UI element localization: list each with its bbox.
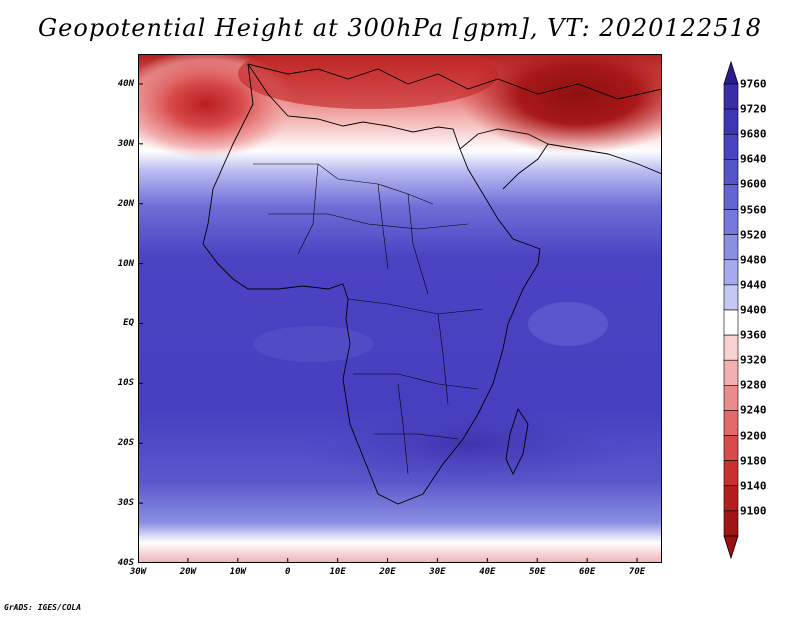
border-line bbox=[407, 193, 429, 295]
longitude-label: 60E bbox=[579, 567, 596, 577]
chart-title: Geopotential Height at 300hPa [gpm], VT:… bbox=[38, 14, 762, 42]
colorbar-level-label: 9520 bbox=[740, 228, 767, 242]
latitude-label: 10N bbox=[117, 258, 134, 269]
border-line bbox=[353, 373, 479, 390]
colorbar-level-label: 9180 bbox=[740, 454, 767, 468]
colorbar-swatch bbox=[723, 184, 739, 210]
asia-coastline bbox=[547, 143, 662, 175]
colorbar-swatch bbox=[723, 284, 739, 311]
colorbar-top-arrow bbox=[723, 60, 739, 85]
colorbar-swatch bbox=[723, 510, 739, 537]
colorbar-level-label: 9400 bbox=[740, 303, 767, 317]
colorbar-bottom-arrow bbox=[723, 535, 739, 560]
colorbar-level-label: 9100 bbox=[740, 504, 767, 518]
border-line bbox=[297, 163, 319, 255]
colorbar-level-label: 9200 bbox=[740, 429, 767, 443]
colorbar-swatch bbox=[723, 309, 739, 336]
colorbar-swatch bbox=[723, 159, 739, 185]
colorbar-swatch bbox=[723, 485, 739, 512]
colorbar-swatch bbox=[723, 359, 739, 386]
arabia-coastline bbox=[459, 128, 549, 190]
colorbar-level-label: 9560 bbox=[740, 203, 767, 217]
longitude-label: 40E bbox=[479, 567, 496, 577]
colorbar-level-label: 9600 bbox=[740, 177, 767, 191]
madagascar-coastline bbox=[505, 407, 529, 476]
colorbar-swatch bbox=[723, 385, 739, 411]
colorbar-swatch bbox=[723, 410, 739, 436]
latitude-label: 40S bbox=[117, 558, 134, 568]
trough-arabia bbox=[458, 54, 662, 154]
colorbar-level-label: 9280 bbox=[740, 378, 767, 392]
africa-coastline bbox=[202, 63, 541, 505]
ridge-southern-africa bbox=[298, 399, 638, 489]
latitude-label: 30N bbox=[117, 138, 134, 149]
longitude-label: 0 bbox=[284, 567, 291, 577]
country-borders bbox=[253, 163, 484, 475]
latitude-label: 10S bbox=[117, 378, 134, 389]
colorbar-swatch bbox=[723, 83, 739, 110]
border-line bbox=[397, 383, 409, 475]
colorbar-swatch bbox=[723, 234, 739, 261]
colorbar-level-label: 9320 bbox=[740, 353, 767, 367]
geopotential-height-map bbox=[138, 54, 662, 563]
colorbar-swatch bbox=[723, 334, 739, 361]
colorbar-swatch bbox=[723, 209, 739, 235]
colorbar-level-label: 9360 bbox=[740, 328, 767, 342]
map-panel bbox=[138, 54, 662, 563]
border-line bbox=[373, 433, 459, 440]
border-line bbox=[377, 183, 389, 270]
colorbar-level-label: 9440 bbox=[740, 278, 767, 292]
colorbar-level-label: 9240 bbox=[740, 403, 767, 417]
contour-patch-indian-ocean bbox=[528, 302, 608, 346]
colorbar-swatch bbox=[723, 259, 739, 286]
latitude-label: 40N bbox=[117, 78, 134, 89]
colorbar-level-label: 9680 bbox=[740, 127, 767, 141]
latitude-label: EQ bbox=[123, 318, 134, 329]
colorbar bbox=[723, 60, 739, 560]
longitude-label: 10W bbox=[229, 567, 246, 577]
longitude-label: 70E bbox=[628, 567, 646, 577]
axis-ticks bbox=[138, 83, 638, 563]
latitude-label: 30S bbox=[117, 498, 134, 509]
longitude-label: 10E bbox=[329, 567, 346, 577]
latitude-label: 20S bbox=[117, 438, 134, 449]
coastlines bbox=[202, 63, 662, 505]
border-line bbox=[347, 298, 484, 315]
grads-credit: GrADS: IGES/COLA bbox=[4, 603, 82, 612]
colorbar-level-label: 9720 bbox=[740, 102, 767, 116]
colorbar-level-label: 9480 bbox=[740, 253, 767, 267]
longitude-label: 30W bbox=[129, 567, 147, 577]
colorbar-level-label: 9760 bbox=[740, 77, 767, 91]
longitude-label: 30E bbox=[429, 567, 446, 577]
longitude-label: 20E bbox=[379, 567, 396, 577]
latitude-label: 20N bbox=[117, 198, 134, 209]
colorbar-level-label: 9140 bbox=[740, 479, 767, 493]
colorbar-swatch bbox=[723, 108, 739, 135]
colorbar-swatch bbox=[723, 133, 739, 160]
longitude-label: 50E bbox=[529, 567, 546, 577]
border-line bbox=[437, 313, 449, 405]
border-line bbox=[253, 163, 434, 205]
colorbar-swatch bbox=[723, 460, 739, 487]
contour-patch-central bbox=[253, 326, 373, 362]
colorbar-level-label: 9640 bbox=[740, 152, 767, 166]
europe-coastline bbox=[247, 63, 662, 100]
border-line bbox=[268, 213, 469, 230]
colorbar-swatch bbox=[723, 435, 739, 461]
map-border bbox=[138, 54, 662, 563]
longitude-label: 20W bbox=[179, 567, 197, 577]
trough-mediterranean bbox=[238, 54, 498, 109]
